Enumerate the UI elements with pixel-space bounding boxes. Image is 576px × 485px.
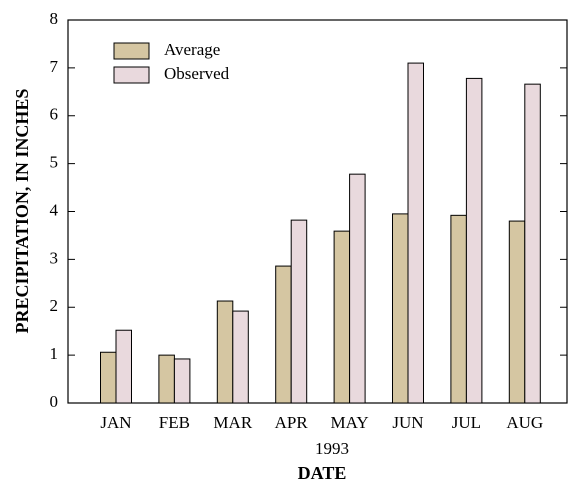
bar [450,214,467,404]
y-tick-label: 5 [50,153,59,172]
bar [290,219,308,404]
x-tick-label: FEB [159,413,190,432]
bar [216,300,234,404]
x-note: 1993 [315,439,349,458]
legend-swatch [113,42,150,60]
y-tick-label: 1 [50,344,59,363]
x-tick-label: MAY [331,413,369,432]
bar [100,351,117,404]
y-tick-label: 4 [50,200,59,219]
bar [115,329,132,404]
bar [275,265,292,404]
x-tick-label: MAR [213,413,252,432]
x-tick-label: JAN [100,413,131,432]
bar [508,220,526,404]
bar [349,173,366,404]
x-tick-label: APR [275,413,309,432]
bar [465,77,483,404]
legend-label: Observed [164,64,230,83]
y-tick-label: 3 [50,248,59,267]
bar [232,310,249,404]
y-tick-label: 8 [50,9,59,28]
bar [392,213,409,404]
x-axis-label: DATE [298,463,347,483]
legend-swatch [113,66,150,84]
y-tick-label: 6 [50,105,59,124]
bar [173,358,191,404]
bar [407,62,424,404]
y-tick-label: 7 [50,57,59,76]
x-tick-label: JUL [452,413,481,432]
bar [333,230,351,404]
y-axis-label: PRECIPITATION, IN INCHES [12,89,32,334]
bar [158,354,175,404]
x-tick-label: AUG [506,413,543,432]
y-tick-label: 2 [50,296,59,315]
legend-label: Average [164,40,220,59]
y-tick-label: 0 [50,392,59,411]
x-tick-label: JUN [392,413,423,432]
bar [524,83,541,404]
